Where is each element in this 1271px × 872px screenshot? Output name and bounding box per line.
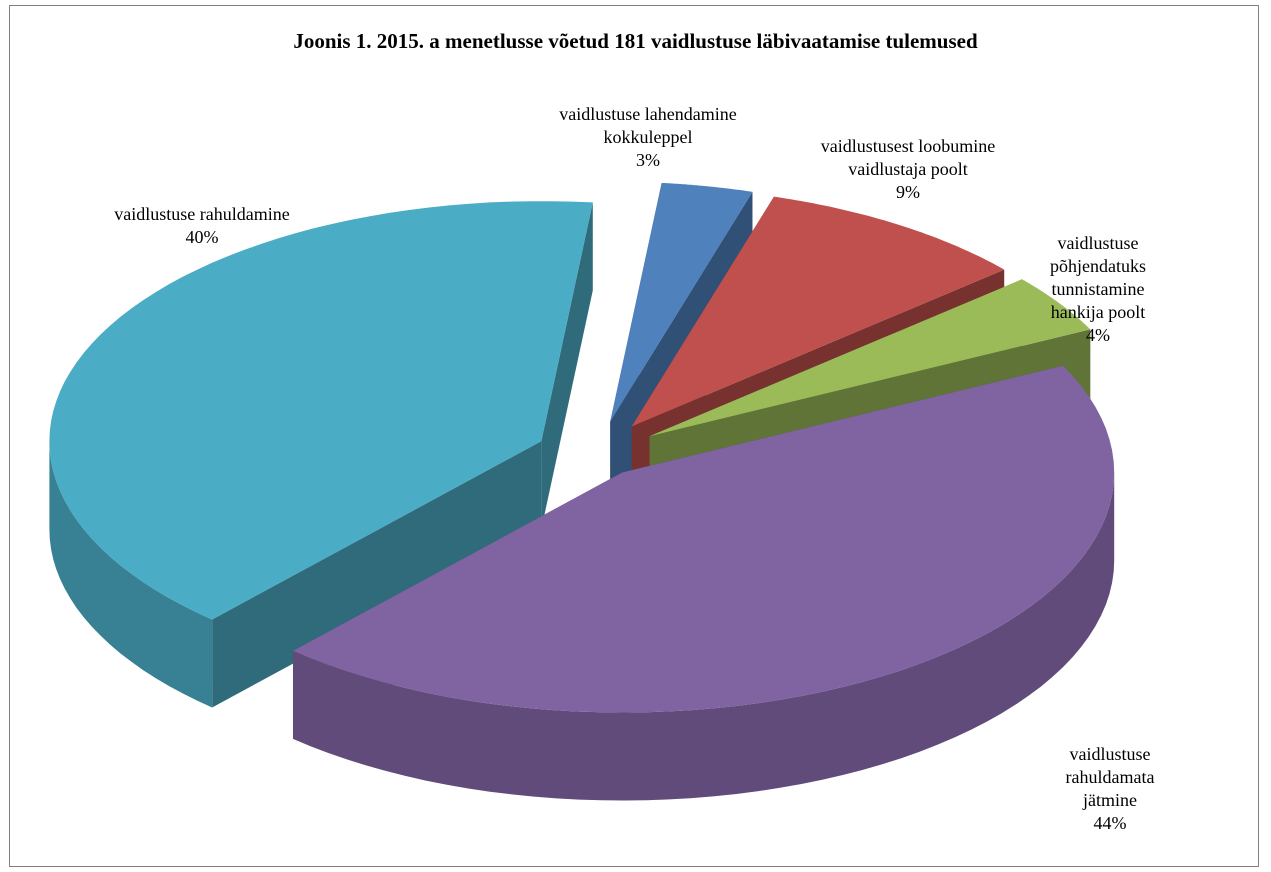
pie-slice-top [49,201,593,620]
data-label-lahendamine-kokkuleppel: vaidlustuse lahendamine kokkuleppel 3% [559,103,736,172]
data-label-rahuldamata-jatmine: vaidlustuse rahuldamata jätmine 44% [1030,743,1191,835]
data-label-percent: 3% [635,150,660,170]
pie-slice-wall [49,441,213,708]
data-label-percent: 9% [896,182,920,202]
data-label-rahuldamine: vaidlustuse rahuldamine 40% [114,203,289,249]
data-label-category: vaidlustuse rahuldamine [114,204,290,224]
chart-title: Joonis 1. 2015. a menetlusse võetud 181 … [293,29,978,53]
data-label-category: vaidlustuse lahendamine kokkuleppel [559,104,737,147]
pie-slice-top [631,196,1005,427]
pie-slice-side [541,202,593,530]
data-label-percent: 4% [1086,325,1110,345]
pie-slice-side [212,441,542,708]
data-label-category: vaidlustusest loobumine vaidlustaja pool… [820,136,996,179]
pie-slice-wall [293,472,1115,801]
pie-slice-rahuldamata-jatmine [292,365,1115,801]
data-label-pohjendatuks-tunnistamine: vaidlustuse põhjendatuks tunnistamine ha… [1050,232,1146,347]
data-label-category: vaidlustuse põhjendatuks tunnistamine ha… [1050,233,1146,322]
data-label-category: vaidlustuse rahuldamata jätmine [1065,744,1155,810]
data-label-percent: 44% [1093,813,1127,833]
pie-slice-top [649,279,1091,437]
data-label-loobumine: vaidlustusest loobumine vaidlustaja pool… [821,135,996,204]
pie-slice-rahuldamine [49,201,593,708]
pie-slice-top [610,182,753,422]
pie-slice-top [293,365,1115,713]
data-label-percent: 40% [185,227,219,247]
